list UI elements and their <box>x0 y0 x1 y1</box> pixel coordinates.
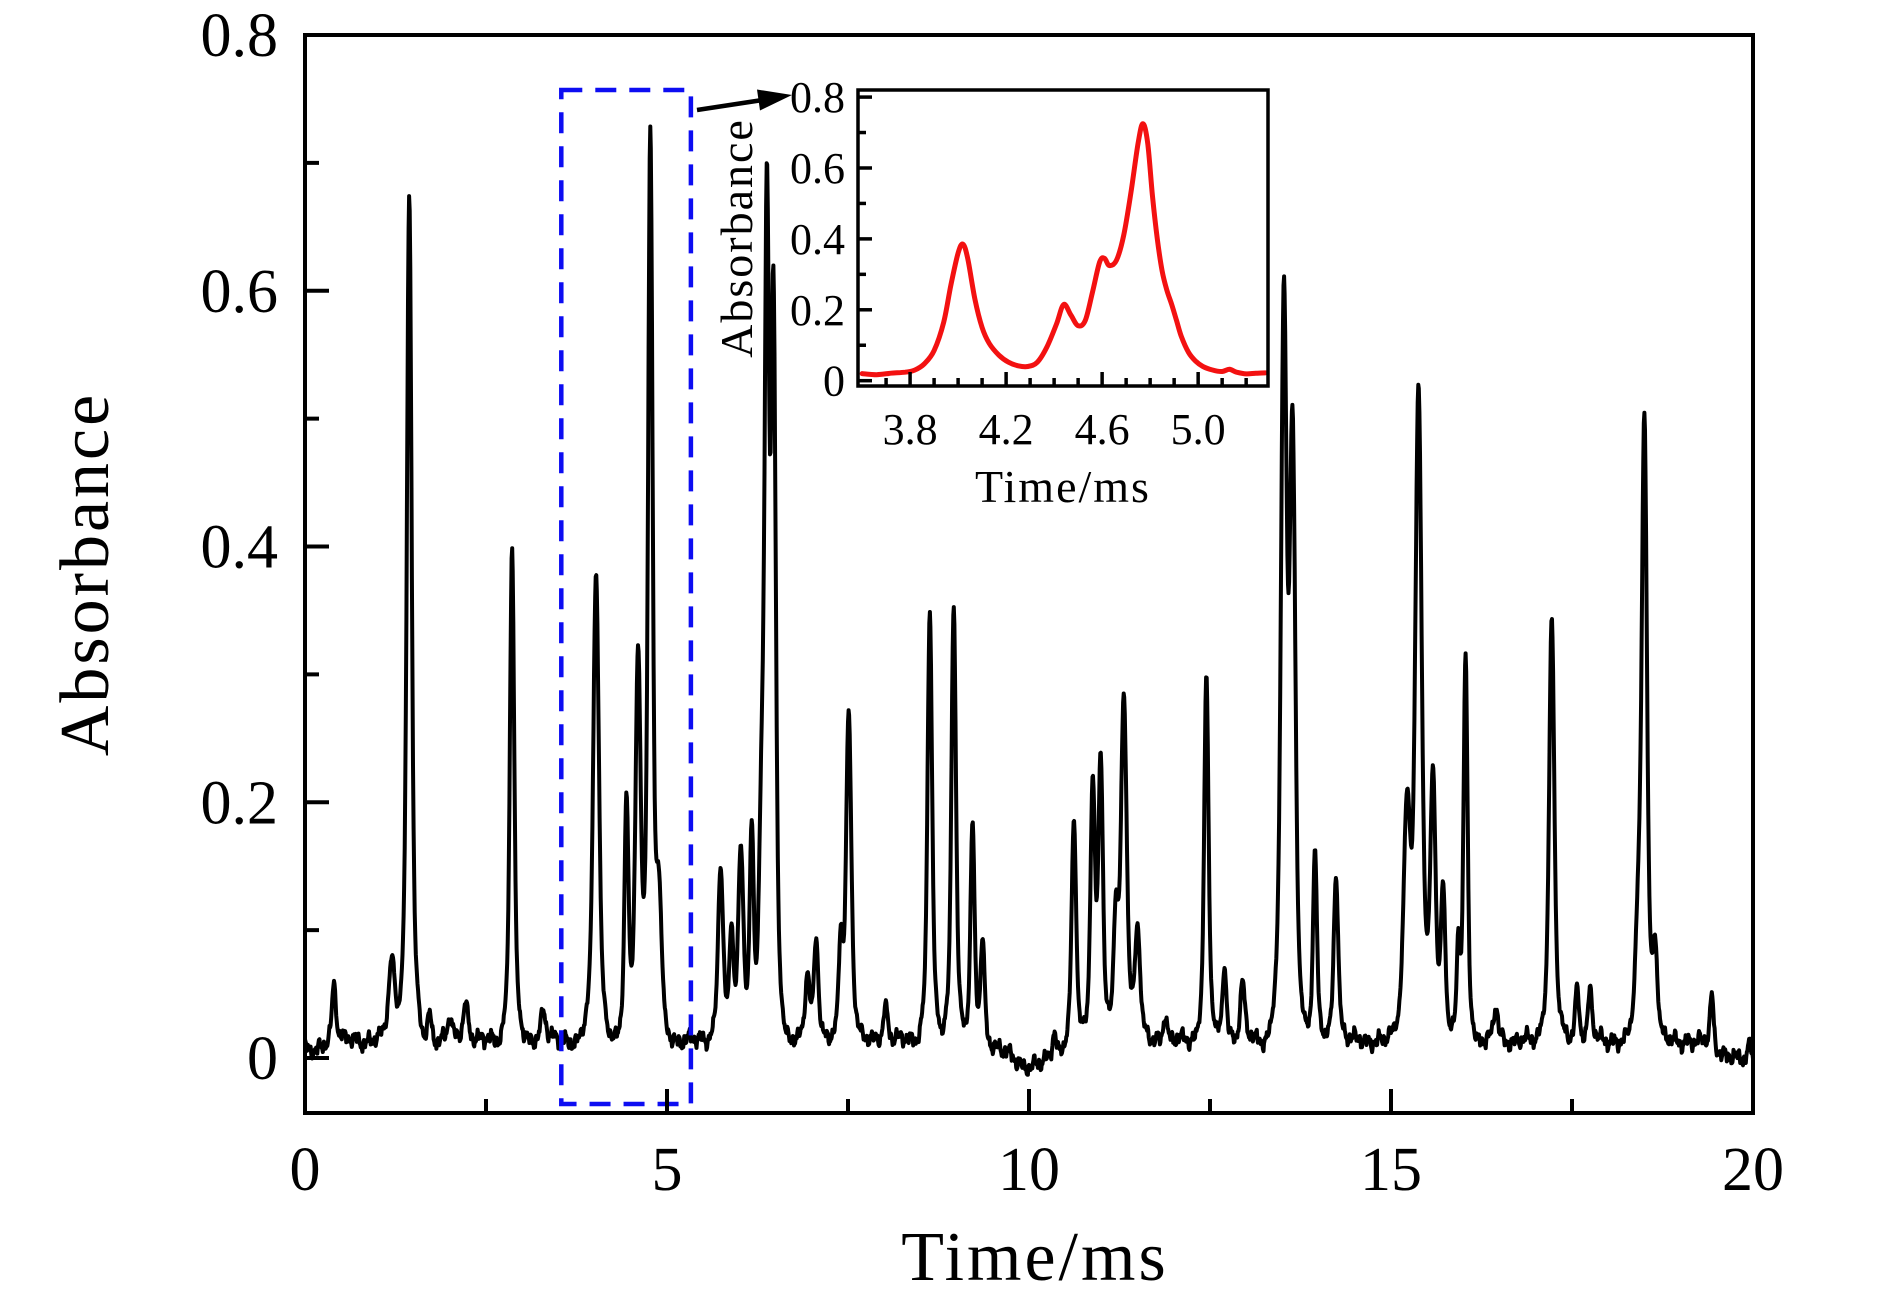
main-y-tick-label: 0 <box>247 1025 278 1093</box>
inset-ylabel: Absorbance <box>711 118 762 358</box>
inset-y-tick-label: 0.8 <box>790 73 845 122</box>
main-x-tick-label: 0 <box>290 1136 321 1204</box>
inset-y-tick-label: 0 <box>823 357 845 406</box>
main-spectrum-curve <box>305 124 1753 1077</box>
main-curve-group <box>305 124 1753 1077</box>
inset-x-tick-label: 4.2 <box>979 405 1034 454</box>
inset-x-tick-label: 3.8 <box>883 405 938 454</box>
main-ylabel: Absorbance <box>47 392 124 756</box>
zoom-region-box <box>559 87 694 1107</box>
inset-y-tick-label: 0.2 <box>790 286 845 335</box>
main-y-tick-label: 0.6 <box>201 258 279 326</box>
main-y-tick-label: 0.8 <box>201 2 279 70</box>
main-x-tick-label: 15 <box>1360 1136 1422 1204</box>
main-x-tick-label: 20 <box>1722 1136 1784 1204</box>
main-x-tick-label: 10 <box>998 1136 1060 1204</box>
main-x-tick-label: 5 <box>652 1136 683 1204</box>
zoom-arrow-head <box>757 89 792 111</box>
main-xlabel: Time/ms <box>901 1219 1168 1296</box>
inset-curve-group <box>859 121 1268 378</box>
main-y-tick-label: 0.2 <box>201 769 279 837</box>
inset-y-tick-label: 0.4 <box>790 215 845 264</box>
zoom-arrow-line <box>696 97 767 113</box>
main-y-tick-label: 0.4 <box>201 514 279 582</box>
inset-y-tick-label: 0.6 <box>790 144 845 193</box>
inset-x-tick-label: 5.0 <box>1171 405 1226 454</box>
inset-background <box>855 87 1271 389</box>
inset-x-tick-label: 4.6 <box>1075 405 1130 454</box>
inset-xlabel: Time/ms <box>975 461 1151 512</box>
inset-spectrum-curve <box>859 121 1268 378</box>
